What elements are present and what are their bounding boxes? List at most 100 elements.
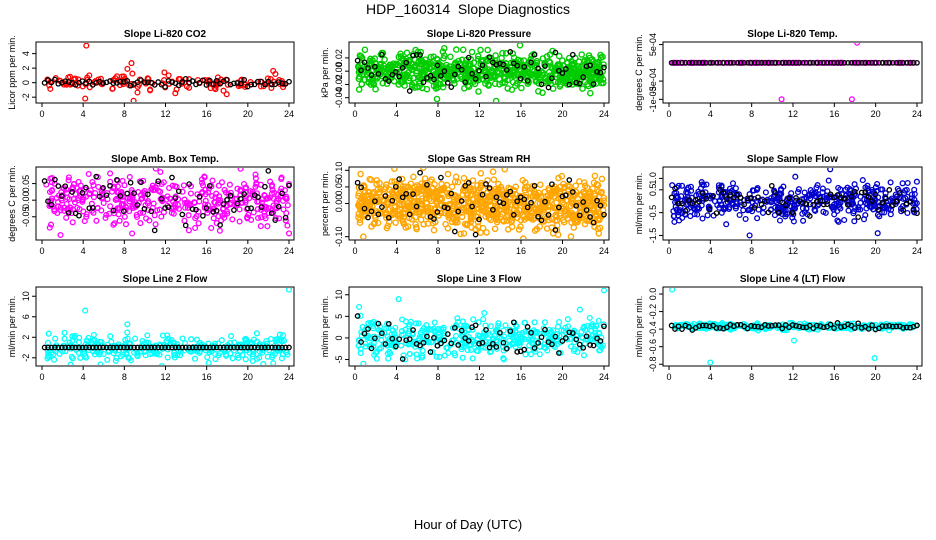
data-point [161,69,168,76]
data-point [490,176,498,183]
reference-point [83,344,89,351]
outlier-point [395,296,402,303]
data-point [597,51,604,59]
data-point [825,177,832,184]
reference-point [117,344,124,351]
data-point [169,182,176,189]
data-point [399,316,406,323]
reference-point [389,335,396,342]
reference-point [48,79,55,86]
reference-point [175,188,182,195]
data-point [773,199,780,206]
reference-point [224,344,230,351]
data-point [433,353,440,360]
data-point [584,81,591,88]
data-point [418,197,425,205]
data-point [191,355,199,362]
reference-point [762,59,768,66]
reference-point [265,344,272,351]
data-point [557,183,564,191]
reference-point [234,344,241,351]
x-tick-label: 8 [749,246,754,256]
data-point [423,330,430,337]
reference-point [772,190,779,196]
data-point [772,204,779,211]
reference-point [848,193,855,200]
reference-point [220,201,227,207]
data-point [517,216,525,224]
data-point [595,317,602,324]
data-point [465,83,473,90]
data-point [59,348,66,355]
data-point [589,321,596,328]
x-tick-label: 8 [122,246,127,256]
reference-point [556,350,562,356]
reference-point [573,336,580,343]
y-tick-label: -1e-03 [648,86,658,112]
data-point [718,201,725,208]
reference-point [841,195,848,202]
reference-point [41,178,48,184]
data-point [126,195,133,203]
reference-point [869,198,875,204]
data-point [465,327,472,334]
data-point [578,328,585,335]
data-point [457,230,464,238]
data-point [447,191,455,199]
data-point [461,76,469,83]
data-point [144,75,151,82]
reference-point [710,192,716,199]
reference-point [524,204,531,211]
data-point [357,350,364,357]
reference-point [786,195,792,202]
reference-point [834,320,841,326]
data-point [564,323,572,330]
reference-point [734,191,741,198]
reference-point [594,197,600,204]
reference-point [500,339,507,346]
reference-point [865,59,872,66]
data-point [694,205,701,212]
data-point [551,66,559,74]
data-point [206,185,213,192]
reference-point [796,323,803,330]
reference-point [789,209,796,216]
reference-point [107,344,113,351]
data-point [699,215,706,222]
reference-point [758,201,765,208]
data-point [134,89,141,96]
data-point [439,48,447,56]
reference-point [699,59,706,66]
reference-point [601,323,607,330]
plot-frame [35,41,295,104]
reference-point [820,324,827,331]
reference-point [372,63,378,70]
x-tick-label: 0 [666,372,671,382]
reference-point [120,344,127,351]
data-point [470,59,478,67]
reference-point [399,65,406,71]
data-point [513,210,521,218]
data-point [452,173,460,181]
data-point [754,320,761,327]
y-tick-label: -0.2 [648,304,658,320]
reference-point [117,78,124,85]
reference-point [55,344,62,351]
outlier-point [391,168,398,172]
reference-point [486,185,493,191]
data-point [469,355,476,362]
data-point [579,85,586,92]
y-tick-label: 0.5 [648,184,658,197]
reference-point [76,344,82,351]
reference-point [675,200,682,207]
data-point [158,362,165,365]
data-point [502,69,510,77]
reference-point [151,82,158,88]
reference-point [827,321,834,328]
data-point [536,351,543,358]
data-point [845,207,852,214]
data-point [777,187,785,194]
reference-point [265,78,272,85]
data-point [104,356,111,363]
reference-point [827,191,834,198]
